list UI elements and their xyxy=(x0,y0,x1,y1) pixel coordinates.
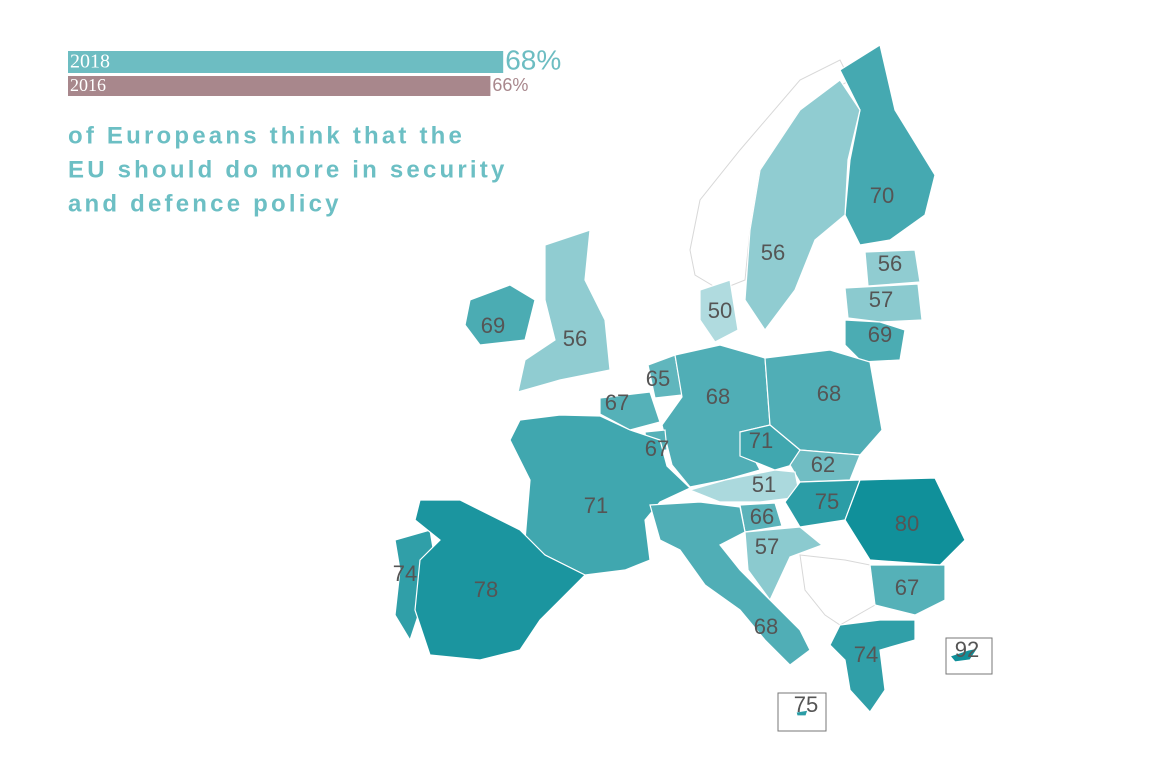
country-region xyxy=(661,344,771,488)
region-value-label: 75 xyxy=(815,489,839,514)
region-value-label: 65 xyxy=(646,366,670,391)
region-value-label: 68 xyxy=(706,384,730,409)
country-region xyxy=(844,319,906,363)
country-region xyxy=(784,479,861,528)
country-region xyxy=(464,284,536,346)
region-value-label: 69 xyxy=(868,322,892,347)
country-region xyxy=(844,283,923,323)
country-region xyxy=(948,647,980,663)
region-value-label: 67 xyxy=(645,436,669,461)
region-value-label: 74 xyxy=(854,642,878,667)
header: 2018 68% 2016 66% of Europeans think that th… xyxy=(68,44,561,217)
region-value-label: 57 xyxy=(755,534,779,559)
country-region xyxy=(517,229,611,393)
region-value-label: 70 xyxy=(870,183,894,208)
region-value-label: 56 xyxy=(563,326,587,351)
country-region xyxy=(869,564,946,616)
country-outline xyxy=(799,554,876,626)
region-value-label: 71 xyxy=(749,428,773,453)
country-region xyxy=(829,619,916,713)
summary-bar xyxy=(68,51,504,73)
summary-value-label: 66% xyxy=(492,75,528,95)
region-value-label: 56 xyxy=(761,240,785,265)
headline-line: EU should do more in security xyxy=(68,156,508,183)
region-value-label: 80 xyxy=(895,511,919,536)
headline-line: of Europeans think that the xyxy=(68,122,465,149)
country-region xyxy=(744,79,861,332)
region-value-label: 74 xyxy=(393,561,417,586)
region-labels: 70 56 56 57 69 50 69 56 65 68 68 67 71 67 62 51 71 75 80 66… xyxy=(393,183,979,717)
country-region xyxy=(839,44,936,246)
region-value-label: 50 xyxy=(708,298,732,323)
country-region xyxy=(509,414,692,576)
summary-value-label: 68% xyxy=(505,44,561,75)
country-region xyxy=(599,391,661,431)
region-value-label: 92 xyxy=(955,637,979,662)
country-region xyxy=(795,709,809,717)
country-region xyxy=(864,249,921,287)
country-region xyxy=(649,501,811,666)
region-value-label: 68 xyxy=(817,381,841,406)
regions xyxy=(394,44,980,717)
region-value-label: 78 xyxy=(474,577,498,602)
region-value-label: 67 xyxy=(605,390,629,415)
region-value-label: 75 xyxy=(794,692,818,717)
region-value-label: 68 xyxy=(754,614,778,639)
country-region xyxy=(699,279,739,343)
region-value-label: 69 xyxy=(481,313,505,338)
summary-bar-name: 2016 xyxy=(70,75,106,95)
region-value-label: 67 xyxy=(895,575,919,600)
region-value-label: 57 xyxy=(869,287,893,312)
region-value-label: 66 xyxy=(750,504,774,529)
summary-bar-name: 2018 xyxy=(70,51,110,73)
region-value-label: 51 xyxy=(752,472,776,497)
summary-bar xyxy=(68,76,491,96)
region-value-label: 56 xyxy=(878,251,902,276)
region-value-label: 62 xyxy=(811,452,835,477)
country-region xyxy=(744,526,824,602)
headline-line: and defence policy xyxy=(68,190,342,217)
region-value-label: 71 xyxy=(584,493,608,518)
country-region xyxy=(414,499,587,661)
